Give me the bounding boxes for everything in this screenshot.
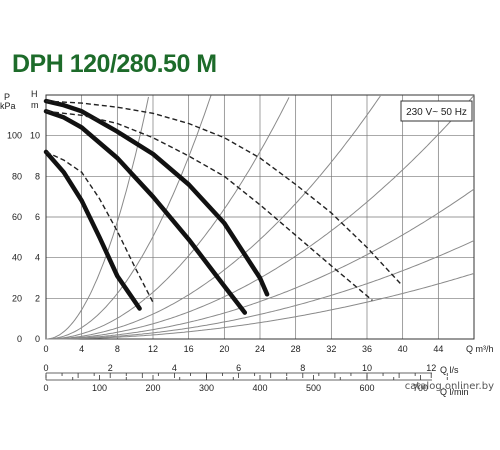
power-curve <box>45 100 402 285</box>
y-tick-m: 0 <box>35 334 40 344</box>
x-tick-m3h: 12 <box>148 344 158 354</box>
y-tick-m: 4 <box>35 253 40 263</box>
x-tick-lmin: 0 <box>43 383 48 393</box>
system-curve <box>46 240 475 340</box>
head-curve <box>43 109 248 315</box>
x-tick-m3h: 16 <box>184 344 194 354</box>
axis-unit-h: H <box>31 89 38 99</box>
y-tick-kpa: 100 <box>7 131 22 141</box>
x-axis-label-lmin: Q l/min <box>440 387 469 397</box>
x-tick-ls: 0 <box>43 363 48 373</box>
system-curve <box>46 97 290 340</box>
x-tick-m3h: 36 <box>362 344 372 354</box>
plot-frame <box>45 94 475 340</box>
system-curve <box>46 95 212 340</box>
x-tick-m3h: 4 <box>79 344 84 354</box>
x-tick-ls: 4 <box>172 363 177 373</box>
y-tick-m: 10 <box>30 131 40 141</box>
voltage-box <box>400 100 473 122</box>
power-curve <box>45 151 154 303</box>
axis-unit-kpa: kPa <box>0 101 16 111</box>
system-curve <box>46 272 475 340</box>
x-tick-lmin: 600 <box>359 383 374 393</box>
x-tick-m3h: 28 <box>291 344 301 354</box>
x-axis-label-m3h: Q m³/h <box>466 344 494 354</box>
x-axis-label-ls: Q l/s <box>440 365 459 375</box>
y-tick-kpa: 80 <box>12 171 22 181</box>
x-tick-m3h: 20 <box>219 344 229 354</box>
x-tick-lmin: 200 <box>145 383 160 393</box>
x-tick-m3h: 24 <box>255 344 265 354</box>
y-tick-m: 6 <box>35 212 40 222</box>
x-tick-ls: 8 <box>300 363 305 373</box>
watermark: catalog.onliner.by <box>404 381 494 392</box>
x-tick-m3h: 32 <box>326 344 336 354</box>
axis-unit-m: m <box>31 100 39 110</box>
head-curve <box>43 149 142 311</box>
power-curve <box>45 110 373 301</box>
system-curve <box>46 95 381 340</box>
system-curve <box>46 188 475 340</box>
x-tick-m3h: 40 <box>398 344 408 354</box>
x-tick-lmin: 500 <box>306 383 321 393</box>
x-tick-m3h: 8 <box>115 344 120 354</box>
y-tick-kpa: 60 <box>12 212 22 222</box>
y-tick-kpa: 20 <box>12 293 22 303</box>
x-tick-lmin: 700 <box>413 383 428 393</box>
x-tick-lmin: 100 <box>92 383 107 393</box>
axis-unit-p: P <box>4 92 10 102</box>
x-tick-ls: 12 <box>426 363 436 373</box>
y-tick-m: 2 <box>35 293 40 303</box>
x-tick-m3h: 44 <box>433 344 443 354</box>
y-tick-kpa: 40 <box>12 253 22 263</box>
x-tick-lmin: 300 <box>199 383 214 393</box>
chart-title: DPH 120/280.50 M <box>12 50 217 78</box>
y-tick-m: 8 <box>35 171 40 181</box>
voltage-label: 230 V~ 50 Hz <box>406 107 467 118</box>
x-tick-ls: 10 <box>362 363 372 373</box>
y-tick-kpa: 0 <box>17 334 22 344</box>
x-tick-ls: 2 <box>108 363 113 373</box>
x-tick-ls: 6 <box>236 363 241 373</box>
head-curve <box>43 98 270 297</box>
x-tick-m3h: 0 <box>43 344 48 354</box>
x-tick-lmin: 400 <box>252 383 267 393</box>
